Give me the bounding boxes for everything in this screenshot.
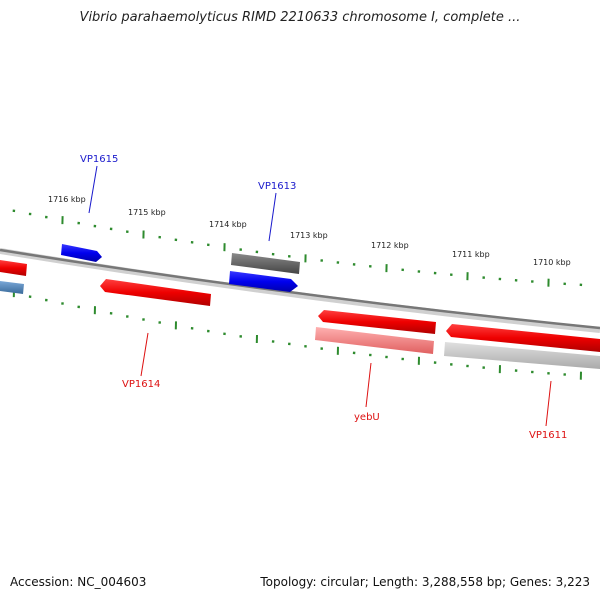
leader-vp1611 [545, 380, 552, 427]
forward-strand-features [0, 244, 300, 294]
reverse-strand-features [100, 279, 600, 369]
gene-vp1613-arrow[interactable] [229, 271, 298, 292]
scale-label-1715: 1715 kbp [128, 208, 166, 217]
gene-left-blue-fragment[interactable] [0, 281, 24, 294]
gene-label-yebu[interactable]: yebU [354, 412, 380, 423]
scale-label-1716: 1716 kbp [48, 195, 86, 204]
gene-label-vp1611[interactable]: VP1611 [529, 430, 567, 441]
leader-vp1613 [268, 192, 277, 242]
scale-label-1713: 1713 kbp [290, 231, 328, 240]
leader-vp1614 [140, 332, 149, 377]
gene-vp1615-arrow[interactable] [61, 244, 102, 262]
genome-backbone-line [0, 248, 600, 330]
accession-label: Accession: NC_004603 [10, 575, 147, 589]
gene-label-vp1614[interactable]: VP1614 [122, 379, 160, 390]
topology-summary: Topology: circular; Length: 3,288,558 bp… [260, 575, 590, 589]
inner-tick-track [12, 289, 582, 380]
gene-light-gray-bar[interactable] [444, 342, 600, 369]
scale-label-1714: 1714 kbp [209, 220, 247, 229]
gene-yebu-shadow[interactable] [315, 327, 434, 354]
scale-label-1712: 1712 kbp [371, 241, 409, 250]
gene-vp1611-arrow[interactable] [446, 324, 600, 352]
scale-label-1711: 1711 kbp [452, 250, 490, 259]
gene-yebu-arrow[interactable] [318, 310, 436, 334]
gene-label-vp1613[interactable]: VP1613 [258, 181, 296, 192]
pseudogene-gray-bar[interactable] [231, 253, 300, 274]
leader-vp1615 [88, 165, 98, 214]
gene-label-vp1615[interactable]: VP1615 [80, 154, 118, 165]
leader-yebu [365, 362, 372, 408]
outer-tick-track [12, 209, 583, 287]
scale-label-1710: 1710 kbp [533, 258, 571, 267]
gene-left-red-fragment[interactable] [0, 260, 27, 276]
map-title: Vibrio parahaemolyticus RIMD 2210633 chr… [79, 10, 521, 25]
gene-vp1614-arrow[interactable] [100, 279, 211, 306]
